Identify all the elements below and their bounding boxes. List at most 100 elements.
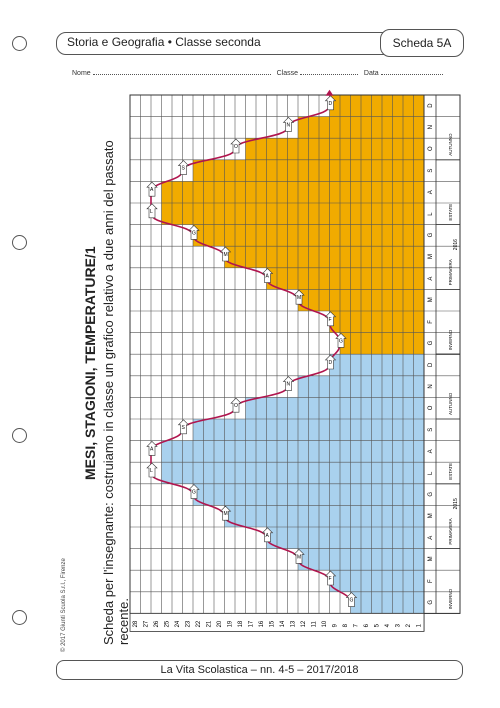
month-label: F xyxy=(428,579,434,583)
temperature-tick-label: 28 xyxy=(133,620,139,627)
temperature-tick-label: 5 xyxy=(375,623,381,627)
month-label: S xyxy=(428,428,434,432)
page-footer: La Vita Scolastica – nn. 4-5 – 2017/2018 xyxy=(56,660,463,680)
month-marker-arrow xyxy=(261,268,274,283)
month-label: L xyxy=(428,471,434,475)
month-marker: N xyxy=(282,376,295,391)
season-label: PRIMAVERA xyxy=(448,259,453,285)
bar-year1-7 xyxy=(161,440,424,463)
month-marker: S xyxy=(177,160,190,175)
name-field[interactable] xyxy=(92,68,271,75)
bar-year2-16 xyxy=(224,246,424,268)
bar-year1-1 xyxy=(329,570,424,592)
curve-arrowhead xyxy=(325,89,334,96)
month-label: A xyxy=(428,190,434,194)
temperature-tick-label: 15 xyxy=(270,620,276,627)
month-marker: L xyxy=(146,462,158,478)
bar-year1-4 xyxy=(224,505,424,527)
temperature-tick-label: 16 xyxy=(259,620,265,627)
temperature-tick-label: 21 xyxy=(207,620,213,627)
month-label: M xyxy=(428,297,434,302)
class-field[interactable] xyxy=(299,68,358,75)
season-label: PRIMAVERA xyxy=(448,518,453,544)
month-label: N xyxy=(428,125,434,129)
month-marker-arrow xyxy=(282,116,295,132)
temperature-tick-label: 25 xyxy=(165,620,171,627)
month-marker-arrow xyxy=(146,181,158,197)
month-marker: A xyxy=(261,527,274,543)
month-marker: M xyxy=(219,505,232,521)
month-marker: S xyxy=(177,419,190,435)
month-marker: M xyxy=(293,289,305,305)
temperature-tick-label: 13 xyxy=(291,620,297,627)
month-label: M xyxy=(428,513,434,518)
month-marker-label: D xyxy=(329,101,333,107)
month-marker-arrow xyxy=(146,462,158,478)
temperature-tick-label: 11 xyxy=(312,621,318,628)
season-label: INVERNO xyxy=(448,588,453,609)
temperature-tick-label: 19 xyxy=(228,620,234,627)
binder-hole xyxy=(12,235,27,250)
month-marker-label: N xyxy=(287,382,291,388)
temperature-tick-label: 17 xyxy=(249,620,255,627)
form-line: Nome Classe Data xyxy=(72,68,443,77)
date-field[interactable] xyxy=(380,68,443,75)
month-label: N xyxy=(428,384,434,388)
bar-year2-18 xyxy=(161,203,424,225)
month-marker: G xyxy=(188,224,200,240)
month-label: G xyxy=(428,232,434,237)
month-marker: L xyxy=(146,203,158,219)
month-label: O xyxy=(428,146,434,151)
bar-year2-15 xyxy=(266,267,424,290)
month-label: D xyxy=(428,362,434,367)
bar-year2-21 xyxy=(245,138,424,160)
subject-title: Storia e Geografia • Classe seconda xyxy=(67,35,261,49)
month-marker-label: F xyxy=(329,576,332,582)
temperature-tick-label: 20 xyxy=(217,620,223,627)
bar-year2-23 xyxy=(329,95,424,117)
temperature-tick-label: 14 xyxy=(280,620,286,627)
month-label: M xyxy=(428,556,434,561)
month-marker-label: A xyxy=(150,446,154,452)
month-marker: F xyxy=(324,570,337,586)
season-label: ESTATE xyxy=(448,463,453,480)
binder-hole xyxy=(12,610,27,625)
class-label: Classe xyxy=(276,70,298,77)
binder-hole xyxy=(12,428,27,443)
month-label: A xyxy=(428,277,434,281)
month-marker-label: G xyxy=(192,230,196,236)
bar-year2-13 xyxy=(329,311,424,333)
month-marker: A xyxy=(261,268,274,283)
season-label: AUTUNNO xyxy=(448,392,453,415)
temperature-tick-label: 8 xyxy=(343,623,349,627)
month-marker-label: F xyxy=(329,317,332,323)
temperature-tick-label: 24 xyxy=(175,620,181,627)
month-marker-arrow xyxy=(335,332,347,348)
temperature-tick-label: 22 xyxy=(196,620,202,627)
scale-strip xyxy=(129,613,425,632)
month-marker-label: A xyxy=(150,187,154,193)
bar-year1-9 xyxy=(245,397,424,419)
temperature-tick-label: 3 xyxy=(396,623,402,627)
month-marker-label: D xyxy=(329,360,333,366)
bar-year2-19 xyxy=(161,181,424,203)
date-label: Data xyxy=(363,70,379,77)
month-marker-label: L xyxy=(150,209,153,215)
month-label: L xyxy=(428,212,434,216)
temperature-tick-label: 26 xyxy=(154,620,160,627)
month-marker-arrow xyxy=(230,138,242,154)
month-label: G xyxy=(428,492,434,497)
month-label: S xyxy=(428,169,434,173)
month-marker: M xyxy=(219,246,232,262)
month-marker: F xyxy=(324,311,337,327)
month-label: G xyxy=(428,340,434,345)
month-marker-arrow xyxy=(219,505,232,521)
season-label: ESTATE xyxy=(448,204,453,221)
month-marker-arrow xyxy=(146,203,158,219)
month-marker: D xyxy=(324,95,337,111)
month-marker-arrow xyxy=(188,224,200,240)
month-marker-label: A xyxy=(266,533,270,539)
month-marker-arrow xyxy=(293,289,305,305)
season-label: INVERNO xyxy=(448,329,453,350)
temperature-tick-label: 18 xyxy=(238,620,244,627)
